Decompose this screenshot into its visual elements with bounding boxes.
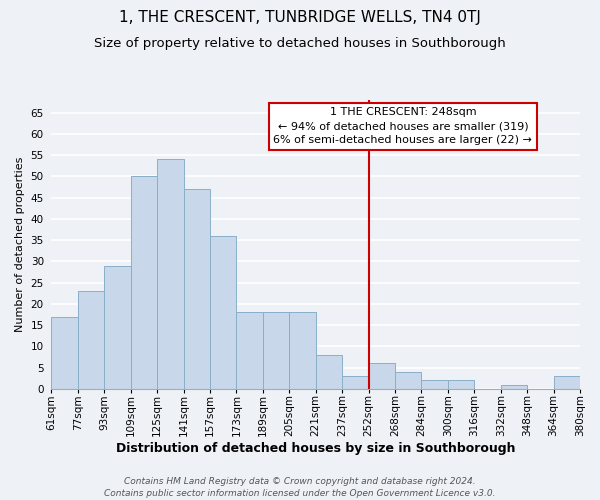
X-axis label: Distribution of detached houses by size in Southborough: Distribution of detached houses by size … [116,442,515,455]
Bar [501,384,527,389]
Text: Contains HM Land Registry data © Crown copyright and database right 2024.
Contai: Contains HM Land Registry data © Crown c… [104,476,496,498]
Text: 1 THE CRESCENT: 248sqm
← 94% of detached houses are smaller (319)
6% of semi-det: 1 THE CRESCENT: 248sqm ← 94% of detached… [274,107,532,145]
Bar [78,291,104,389]
Bar [52,316,78,389]
Bar [421,380,448,389]
Bar [554,376,580,389]
Bar [448,380,474,389]
Bar [157,160,184,389]
Bar [236,312,263,389]
Bar [210,236,236,389]
Y-axis label: Number of detached properties: Number of detached properties [15,156,25,332]
Bar [184,189,210,389]
Bar [368,364,395,389]
Bar [263,312,289,389]
Bar [316,355,342,389]
Bar [289,312,316,389]
Text: Size of property relative to detached houses in Southborough: Size of property relative to detached ho… [94,38,506,51]
Text: 1, THE CRESCENT, TUNBRIDGE WELLS, TN4 0TJ: 1, THE CRESCENT, TUNBRIDGE WELLS, TN4 0T… [119,10,481,25]
Bar [131,176,157,389]
Bar [342,376,368,389]
Bar [395,372,421,389]
Bar [104,266,131,389]
